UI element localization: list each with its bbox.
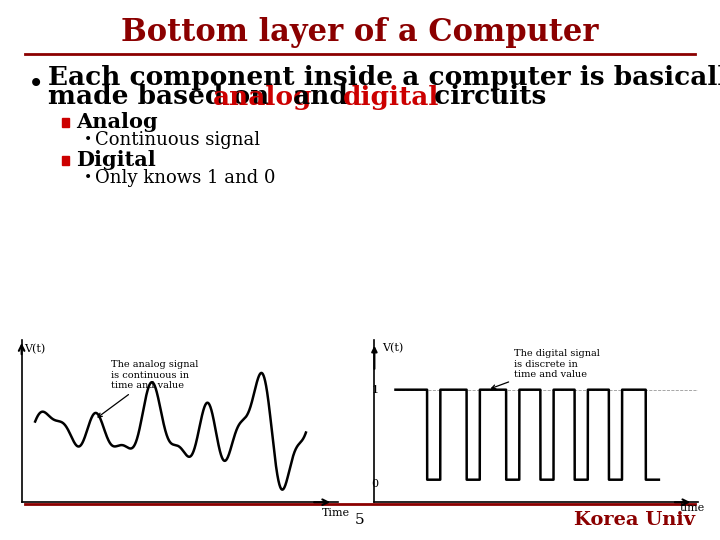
Text: •: • xyxy=(84,133,92,147)
Bar xyxy=(62,118,69,127)
Text: Time: Time xyxy=(322,508,350,517)
Text: Only knows 1 and 0: Only knows 1 and 0 xyxy=(95,169,276,187)
Text: digital: digital xyxy=(343,84,439,110)
Text: •: • xyxy=(28,71,44,98)
Text: The digital signal
is discrete in
time and value: The digital signal is discrete in time a… xyxy=(492,349,600,389)
Text: time: time xyxy=(680,503,705,513)
Text: circuits: circuits xyxy=(425,84,546,110)
Text: 5: 5 xyxy=(355,513,365,527)
Text: The analog signal
is continuous in
time and value: The analog signal is continuous in time … xyxy=(98,360,198,417)
Text: •: • xyxy=(84,171,92,185)
Text: Analog: Analog xyxy=(76,112,158,132)
Text: 0: 0 xyxy=(372,479,378,489)
Text: Digital: Digital xyxy=(76,150,156,170)
Text: 1: 1 xyxy=(372,384,378,395)
Bar xyxy=(62,156,69,165)
Text: and: and xyxy=(284,84,356,110)
Text: Continuous signal: Continuous signal xyxy=(95,131,260,149)
Text: Bottom layer of a Computer: Bottom layer of a Computer xyxy=(121,17,599,49)
Text: Korea Univ: Korea Univ xyxy=(574,511,695,529)
Text: analog: analog xyxy=(213,84,312,110)
Text: Each component inside a computer is basically: Each component inside a computer is basi… xyxy=(48,65,720,91)
Text: made based on: made based on xyxy=(48,84,279,110)
Text: V(t): V(t) xyxy=(24,343,45,354)
Text: V(t): V(t) xyxy=(382,343,403,353)
